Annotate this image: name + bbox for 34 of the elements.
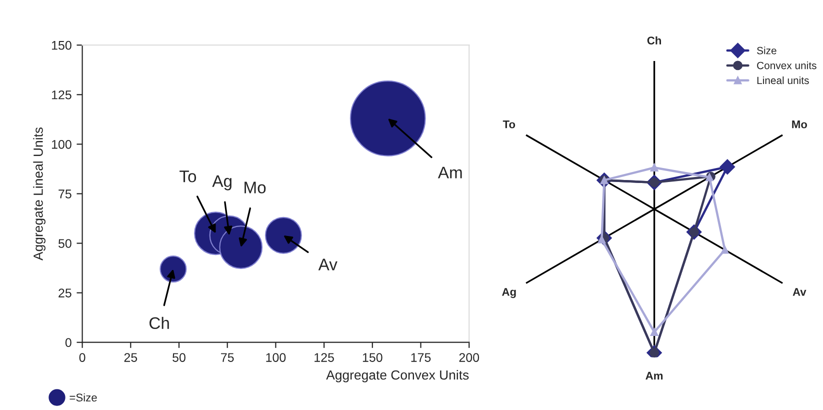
x-tick-label: 200 [459,353,480,362]
x-axis-title: Aggregate Convex Units [326,370,469,382]
spoke-label: Ch [647,36,662,44]
spoke-label: Ag [502,288,516,298]
annotation: Av [318,258,338,270]
y-tick-label: 0 [65,338,72,347]
legend-label: Convex units [757,62,816,70]
y-tick-label: 50 [58,239,72,248]
x-tick-label: 25 [124,353,138,362]
y-tick-label: 75 [58,190,72,198]
annotation: To [180,170,196,182]
annotation: Mo [244,182,266,194]
annotation: Ag [212,175,232,190]
spoke-label: Am [646,372,663,380]
y-tick-label: 25 [58,288,72,298]
y-tick-label: 100 [52,140,72,149]
x-tick-label: 150 [362,353,382,362]
x-tick-label: 50 [172,353,186,362]
annotation: Am [438,166,462,178]
x-tick-label: 75 [221,353,234,362]
y-axis-title: Aggregate Lineal Units [33,127,46,260]
y-tick-label: 150 [52,40,72,50]
x-tick-label: 100 [266,353,286,362]
y-tick-label: 125 [52,90,72,100]
legend-label: Size [757,46,776,54]
x-tick-label: 0 [79,353,86,362]
x-tick-label: 175 [411,353,431,362]
legend-label: Lineal units [757,76,809,84]
spoke-label: To [502,120,516,128]
annotation: Ch [150,316,169,330]
spoke-label: Mo [792,120,808,128]
x-tick-label: 125 [314,353,334,362]
spoke-label: Av [792,288,806,296]
legend-label: =Size [70,393,97,402]
